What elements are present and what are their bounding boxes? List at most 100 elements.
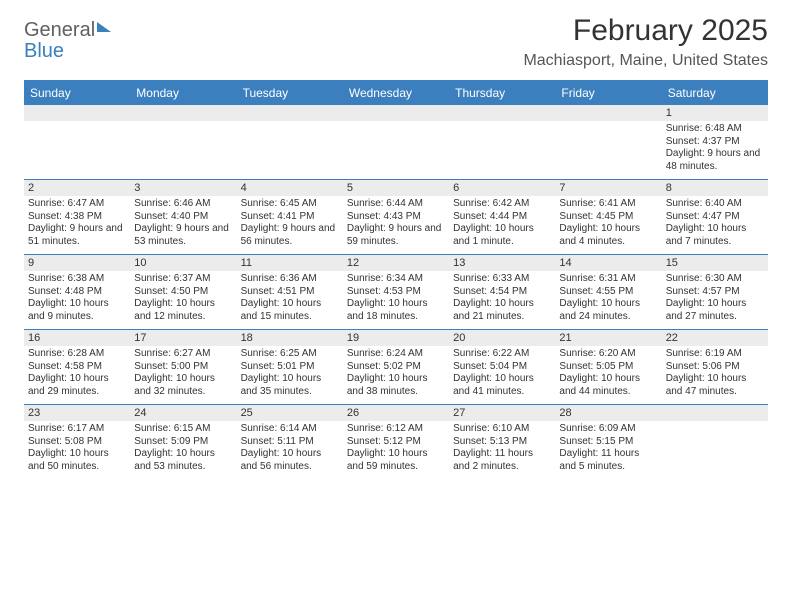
day-body-row: Sunrise: 6:17 AMSunset: 5:08 PMDaylight:… bbox=[24, 421, 768, 479]
daylight-text: Daylight: 9 hours and 56 minutes. bbox=[241, 223, 339, 248]
sunset-text: Sunset: 5:08 PM bbox=[28, 436, 126, 449]
day-header-row: SundayMondayTuesdayWednesdayThursdayFrid… bbox=[24, 82, 768, 104]
day-number: 3 bbox=[130, 180, 236, 196]
header: General Blue February 2025 Machiasport, … bbox=[24, 14, 768, 70]
sunset-text: Sunset: 4:54 PM bbox=[453, 286, 551, 299]
day-cell: Sunrise: 6:34 AMSunset: 4:53 PMDaylight:… bbox=[343, 271, 449, 329]
day-cell: Sunrise: 6:40 AMSunset: 4:47 PMDaylight:… bbox=[662, 196, 768, 254]
day-number: 24 bbox=[130, 405, 236, 421]
day-cell: Sunrise: 6:27 AMSunset: 5:00 PMDaylight:… bbox=[130, 346, 236, 404]
daylight-text: Daylight: 10 hours and 21 minutes. bbox=[453, 298, 551, 323]
day-cell: Sunrise: 6:45 AMSunset: 4:41 PMDaylight:… bbox=[237, 196, 343, 254]
sunset-text: Sunset: 4:53 PM bbox=[347, 286, 445, 299]
sunset-text: Sunset: 4:38 PM bbox=[28, 211, 126, 224]
day-number: 14 bbox=[555, 255, 661, 271]
daylight-text: Daylight: 11 hours and 5 minutes. bbox=[559, 448, 657, 473]
daylight-text: Daylight: 10 hours and 50 minutes. bbox=[28, 448, 126, 473]
daylight-text: Daylight: 10 hours and 53 minutes. bbox=[134, 448, 232, 473]
day-cell bbox=[24, 121, 130, 179]
sunset-text: Sunset: 5:05 PM bbox=[559, 361, 657, 374]
day-cell: Sunrise: 6:46 AMSunset: 4:40 PMDaylight:… bbox=[130, 196, 236, 254]
daylight-text: Daylight: 9 hours and 59 minutes. bbox=[347, 223, 445, 248]
sunrise-text: Sunrise: 6:37 AM bbox=[134, 273, 232, 286]
title-block: February 2025 Machiasport, Maine, United… bbox=[523, 14, 768, 70]
sunrise-text: Sunrise: 6:40 AM bbox=[666, 198, 764, 211]
sunrise-text: Sunrise: 6:36 AM bbox=[241, 273, 339, 286]
day-cell: Sunrise: 6:09 AMSunset: 5:15 PMDaylight:… bbox=[555, 421, 661, 479]
sunset-text: Sunset: 5:12 PM bbox=[347, 436, 445, 449]
daylight-text: Daylight: 10 hours and 32 minutes. bbox=[134, 373, 232, 398]
day-number: 8 bbox=[662, 180, 768, 196]
day-cell bbox=[449, 121, 555, 179]
brand-logo-text: General Blue bbox=[24, 20, 111, 62]
day-cell bbox=[343, 121, 449, 179]
week: 9101112131415Sunrise: 6:38 AMSunset: 4:4… bbox=[24, 254, 768, 329]
sunset-text: Sunset: 5:00 PM bbox=[134, 361, 232, 374]
day-cell: Sunrise: 6:33 AMSunset: 4:54 PMDaylight:… bbox=[449, 271, 555, 329]
day-number: 15 bbox=[662, 255, 768, 271]
daylight-text: Daylight: 10 hours and 56 minutes. bbox=[241, 448, 339, 473]
day-cell: Sunrise: 6:47 AMSunset: 4:38 PMDaylight:… bbox=[24, 196, 130, 254]
day-cell: Sunrise: 6:24 AMSunset: 5:02 PMDaylight:… bbox=[343, 346, 449, 404]
day-number bbox=[449, 105, 555, 121]
day-cell: Sunrise: 6:12 AMSunset: 5:12 PMDaylight:… bbox=[343, 421, 449, 479]
location-text: Machiasport, Maine, United States bbox=[523, 52, 768, 70]
sunset-text: Sunset: 5:09 PM bbox=[134, 436, 232, 449]
sunrise-text: Sunrise: 6:30 AM bbox=[666, 273, 764, 286]
day-number: 5 bbox=[343, 180, 449, 196]
daylight-text: Daylight: 10 hours and 41 minutes. bbox=[453, 373, 551, 398]
calendar: SundayMondayTuesdayWednesdayThursdayFrid… bbox=[24, 80, 768, 479]
day-number-row: 16171819202122 bbox=[24, 330, 768, 346]
day-cell bbox=[555, 121, 661, 179]
sunset-text: Sunset: 4:51 PM bbox=[241, 286, 339, 299]
sunrise-text: Sunrise: 6:15 AM bbox=[134, 423, 232, 436]
daylight-text: Daylight: 9 hours and 53 minutes. bbox=[134, 223, 232, 248]
sunrise-text: Sunrise: 6:41 AM bbox=[559, 198, 657, 211]
daylight-text: Daylight: 10 hours and 24 minutes. bbox=[559, 298, 657, 323]
day-number: 25 bbox=[237, 405, 343, 421]
day-number: 16 bbox=[24, 330, 130, 346]
sunrise-text: Sunrise: 6:27 AM bbox=[134, 348, 232, 361]
sunset-text: Sunset: 5:11 PM bbox=[241, 436, 339, 449]
day-number: 13 bbox=[449, 255, 555, 271]
sunrise-text: Sunrise: 6:12 AM bbox=[347, 423, 445, 436]
day-number bbox=[237, 105, 343, 121]
day-cell: Sunrise: 6:17 AMSunset: 5:08 PMDaylight:… bbox=[24, 421, 130, 479]
day-number-row: 2345678 bbox=[24, 180, 768, 196]
day-cell: Sunrise: 6:19 AMSunset: 5:06 PMDaylight:… bbox=[662, 346, 768, 404]
day-number: 6 bbox=[449, 180, 555, 196]
sunset-text: Sunset: 5:01 PM bbox=[241, 361, 339, 374]
daylight-text: Daylight: 10 hours and 9 minutes. bbox=[28, 298, 126, 323]
day-number bbox=[555, 105, 661, 121]
sunrise-text: Sunrise: 6:10 AM bbox=[453, 423, 551, 436]
day-cell: Sunrise: 6:37 AMSunset: 4:50 PMDaylight:… bbox=[130, 271, 236, 329]
sunset-text: Sunset: 4:55 PM bbox=[559, 286, 657, 299]
day-cell: Sunrise: 6:44 AMSunset: 4:43 PMDaylight:… bbox=[343, 196, 449, 254]
sunset-text: Sunset: 5:04 PM bbox=[453, 361, 551, 374]
day-number: 27 bbox=[449, 405, 555, 421]
brand-logo: General Blue bbox=[24, 14, 111, 62]
day-number: 18 bbox=[237, 330, 343, 346]
sunset-text: Sunset: 4:50 PM bbox=[134, 286, 232, 299]
brand-part2: Blue bbox=[24, 40, 64, 62]
sunrise-text: Sunrise: 6:25 AM bbox=[241, 348, 339, 361]
brand-triangle-icon bbox=[97, 22, 111, 32]
day-cell: Sunrise: 6:30 AMSunset: 4:57 PMDaylight:… bbox=[662, 271, 768, 329]
day-cell: Sunrise: 6:14 AMSunset: 5:11 PMDaylight:… bbox=[237, 421, 343, 479]
day-header: Thursday bbox=[449, 82, 555, 104]
daylight-text: Daylight: 10 hours and 1 minute. bbox=[453, 223, 551, 248]
sunset-text: Sunset: 4:45 PM bbox=[559, 211, 657, 224]
day-number: 21 bbox=[555, 330, 661, 346]
daylight-text: Daylight: 10 hours and 38 minutes. bbox=[347, 373, 445, 398]
day-cell: Sunrise: 6:31 AMSunset: 4:55 PMDaylight:… bbox=[555, 271, 661, 329]
day-number: 20 bbox=[449, 330, 555, 346]
day-header: Wednesday bbox=[343, 82, 449, 104]
day-number: 9 bbox=[24, 255, 130, 271]
day-number: 26 bbox=[343, 405, 449, 421]
month-title: February 2025 bbox=[523, 14, 768, 48]
day-cell: Sunrise: 6:41 AMSunset: 4:45 PMDaylight:… bbox=[555, 196, 661, 254]
sunrise-text: Sunrise: 6:47 AM bbox=[28, 198, 126, 211]
daylight-text: Daylight: 10 hours and 27 minutes. bbox=[666, 298, 764, 323]
day-number: 11 bbox=[237, 255, 343, 271]
day-number: 22 bbox=[662, 330, 768, 346]
